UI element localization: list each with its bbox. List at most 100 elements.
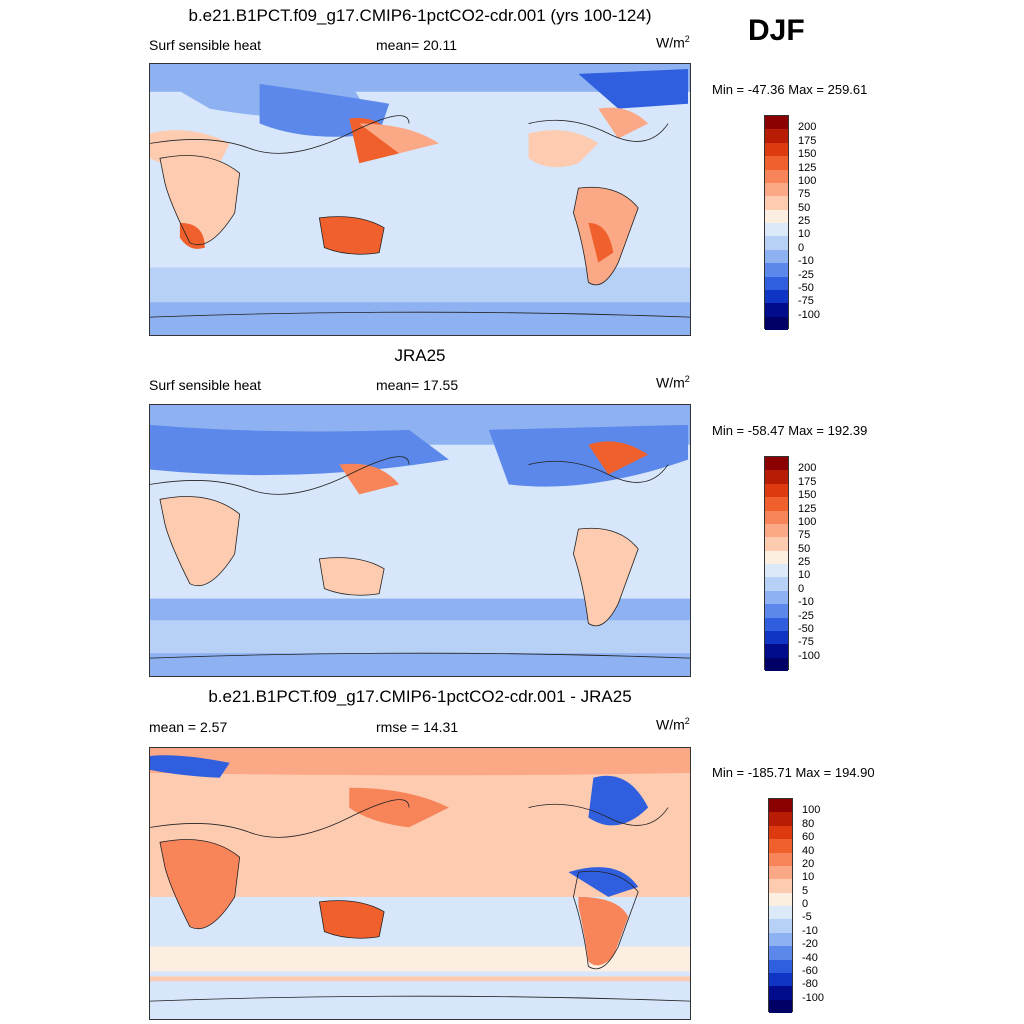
colorbar-swatch [765, 196, 788, 210]
colorbar-swatch [765, 289, 788, 304]
colorbar-tick-label: 10 [798, 228, 811, 241]
colorbar-tick-label: -50 [798, 622, 814, 635]
colorbar-swatch [765, 564, 788, 578]
colorbar-swatch [765, 263, 788, 277]
colorbar-swatch [765, 657, 788, 671]
colorbar-swatch [765, 577, 788, 591]
colorbar-swatch [769, 946, 792, 960]
colorbar-tick-label: 150 [798, 489, 817, 502]
colorbar-swatch [769, 999, 792, 1013]
colorbar-tick-label: 25 [798, 556, 811, 568]
colorbar-tick-label: 200 [798, 121, 817, 134]
colorbar-swatch [765, 510, 788, 524]
colorbar-tick-label: 25 [798, 215, 811, 227]
colorbar-swatch [765, 644, 788, 658]
colorbar-swatch [769, 959, 792, 973]
colorbar-tick-label: 0 [802, 898, 809, 910]
colorbar-swatch [765, 550, 788, 564]
colorbar-swatch [765, 209, 788, 223]
season-label: DJF [748, 14, 805, 47]
colorbar-swatch [765, 604, 788, 618]
colorbar-swatch [769, 812, 792, 826]
colorbar-tick-label: -10 [798, 596, 814, 609]
panel3-minmax: Min = -185.71 Max = 194.90 [712, 765, 875, 780]
panel1-mean: mean= 20.11 [376, 37, 458, 53]
colorbar-tick-label: 75 [798, 188, 811, 201]
colorbar-tick-label: 0 [798, 241, 805, 254]
colorbar-swatch [769, 839, 792, 853]
panel3-mean: mean = 2.57 [149, 719, 228, 735]
colorbar-tick-label: 60 [802, 831, 815, 844]
colorbar-swatch [765, 169, 788, 183]
colorbar-swatch [765, 236, 788, 250]
colorbar-tick-label: 150 [798, 148, 817, 161]
panel1-variable-label: Surf sensible heat [149, 37, 262, 53]
panel2-units: W/m2 [656, 374, 690, 391]
panel2-mean: mean= 17.55 [376, 377, 459, 393]
panel2-colorbar [764, 456, 789, 671]
panel1-title: b.e21.B1PCT.f09_g17.CMIP6-1pctCO2-cdr.00… [188, 6, 652, 25]
colorbar-swatch [765, 129, 788, 143]
colorbar-swatch [765, 523, 788, 538]
colorbar-tick-label: 175 [798, 475, 817, 488]
panel2-map [149, 404, 691, 677]
colorbar-swatch [765, 483, 788, 498]
colorbar-swatch [769, 972, 792, 987]
colorbar-swatch [769, 906, 792, 920]
colorbar-swatch [765, 590, 788, 605]
panel3-units: W/m2 [656, 716, 690, 733]
colorbar-tick-label: -100 [802, 991, 825, 1004]
colorbar-tick-label: 125 [798, 502, 817, 515]
colorbar-tick-label: 200 [798, 462, 817, 475]
colorbar-swatch [765, 142, 788, 157]
colorbar-swatch [765, 303, 788, 317]
colorbar-swatch [769, 879, 792, 893]
colorbar-swatch [765, 316, 788, 330]
colorbar-swatch [765, 182, 788, 197]
colorbar-swatch [769, 932, 792, 947]
panel3-title: b.e21.B1PCT.f09_g17.CMIP6-1pctCO2-cdr.00… [208, 687, 632, 706]
colorbar-tick-label: -75 [798, 636, 814, 649]
colorbar-swatch [765, 630, 788, 645]
colorbar-tick-label: -40 [802, 951, 818, 964]
colorbar-swatch [765, 116, 788, 130]
panel1-map [149, 63, 691, 336]
panel2-title: JRA25 [394, 346, 446, 365]
colorbar-swatch [765, 156, 788, 170]
colorbar-tick-label: -100 [798, 308, 821, 321]
colorbar-tick-label: 175 [798, 134, 817, 147]
colorbar-tick-label: -5 [802, 911, 812, 924]
colorbar-swatch [769, 852, 792, 866]
colorbar-tick-label: 100 [798, 174, 817, 187]
colorbar-swatch [765, 457, 788, 471]
panel1-minmax: Min = -47.36 Max = 259.61 [712, 82, 868, 97]
colorbar-swatch [769, 919, 792, 933]
colorbar-tick-label: -75 [798, 295, 814, 308]
colorbar-tick-label: -50 [798, 281, 814, 294]
colorbar-tick-label: -20 [802, 938, 818, 951]
colorbar-swatch [769, 799, 792, 813]
colorbar-tick-label: -25 [798, 268, 814, 281]
colorbar-tick-label: 20 [802, 857, 815, 870]
colorbar-tick-label: -10 [802, 924, 818, 937]
panel2-variable-label: Surf sensible heat [149, 377, 262, 393]
colorbar-swatch [765, 497, 788, 511]
colorbar-tick-label: 80 [802, 817, 815, 830]
colorbar-tick-label: -10 [798, 255, 814, 268]
colorbar-tick-label: -80 [802, 978, 818, 991]
colorbar-tick-label: 10 [802, 871, 815, 884]
colorbar-tick-label: 50 [798, 201, 811, 214]
colorbar-swatch [769, 892, 792, 906]
colorbar-tick-label: 75 [798, 529, 811, 542]
colorbar-swatch [765, 470, 788, 484]
colorbar-tick-label: 0 [798, 582, 805, 595]
colorbar-tick-label: 10 [798, 569, 811, 582]
colorbar-swatch [769, 986, 792, 1000]
colorbar-swatch [765, 223, 788, 237]
colorbar-tick-label: -100 [798, 649, 821, 662]
panel1-units: W/m2 [656, 34, 690, 51]
panel1-colorbar [764, 115, 789, 330]
colorbar-tick-label: 100 [798, 515, 817, 528]
colorbar-tick-label: 40 [802, 844, 815, 857]
colorbar-swatch [765, 537, 788, 551]
